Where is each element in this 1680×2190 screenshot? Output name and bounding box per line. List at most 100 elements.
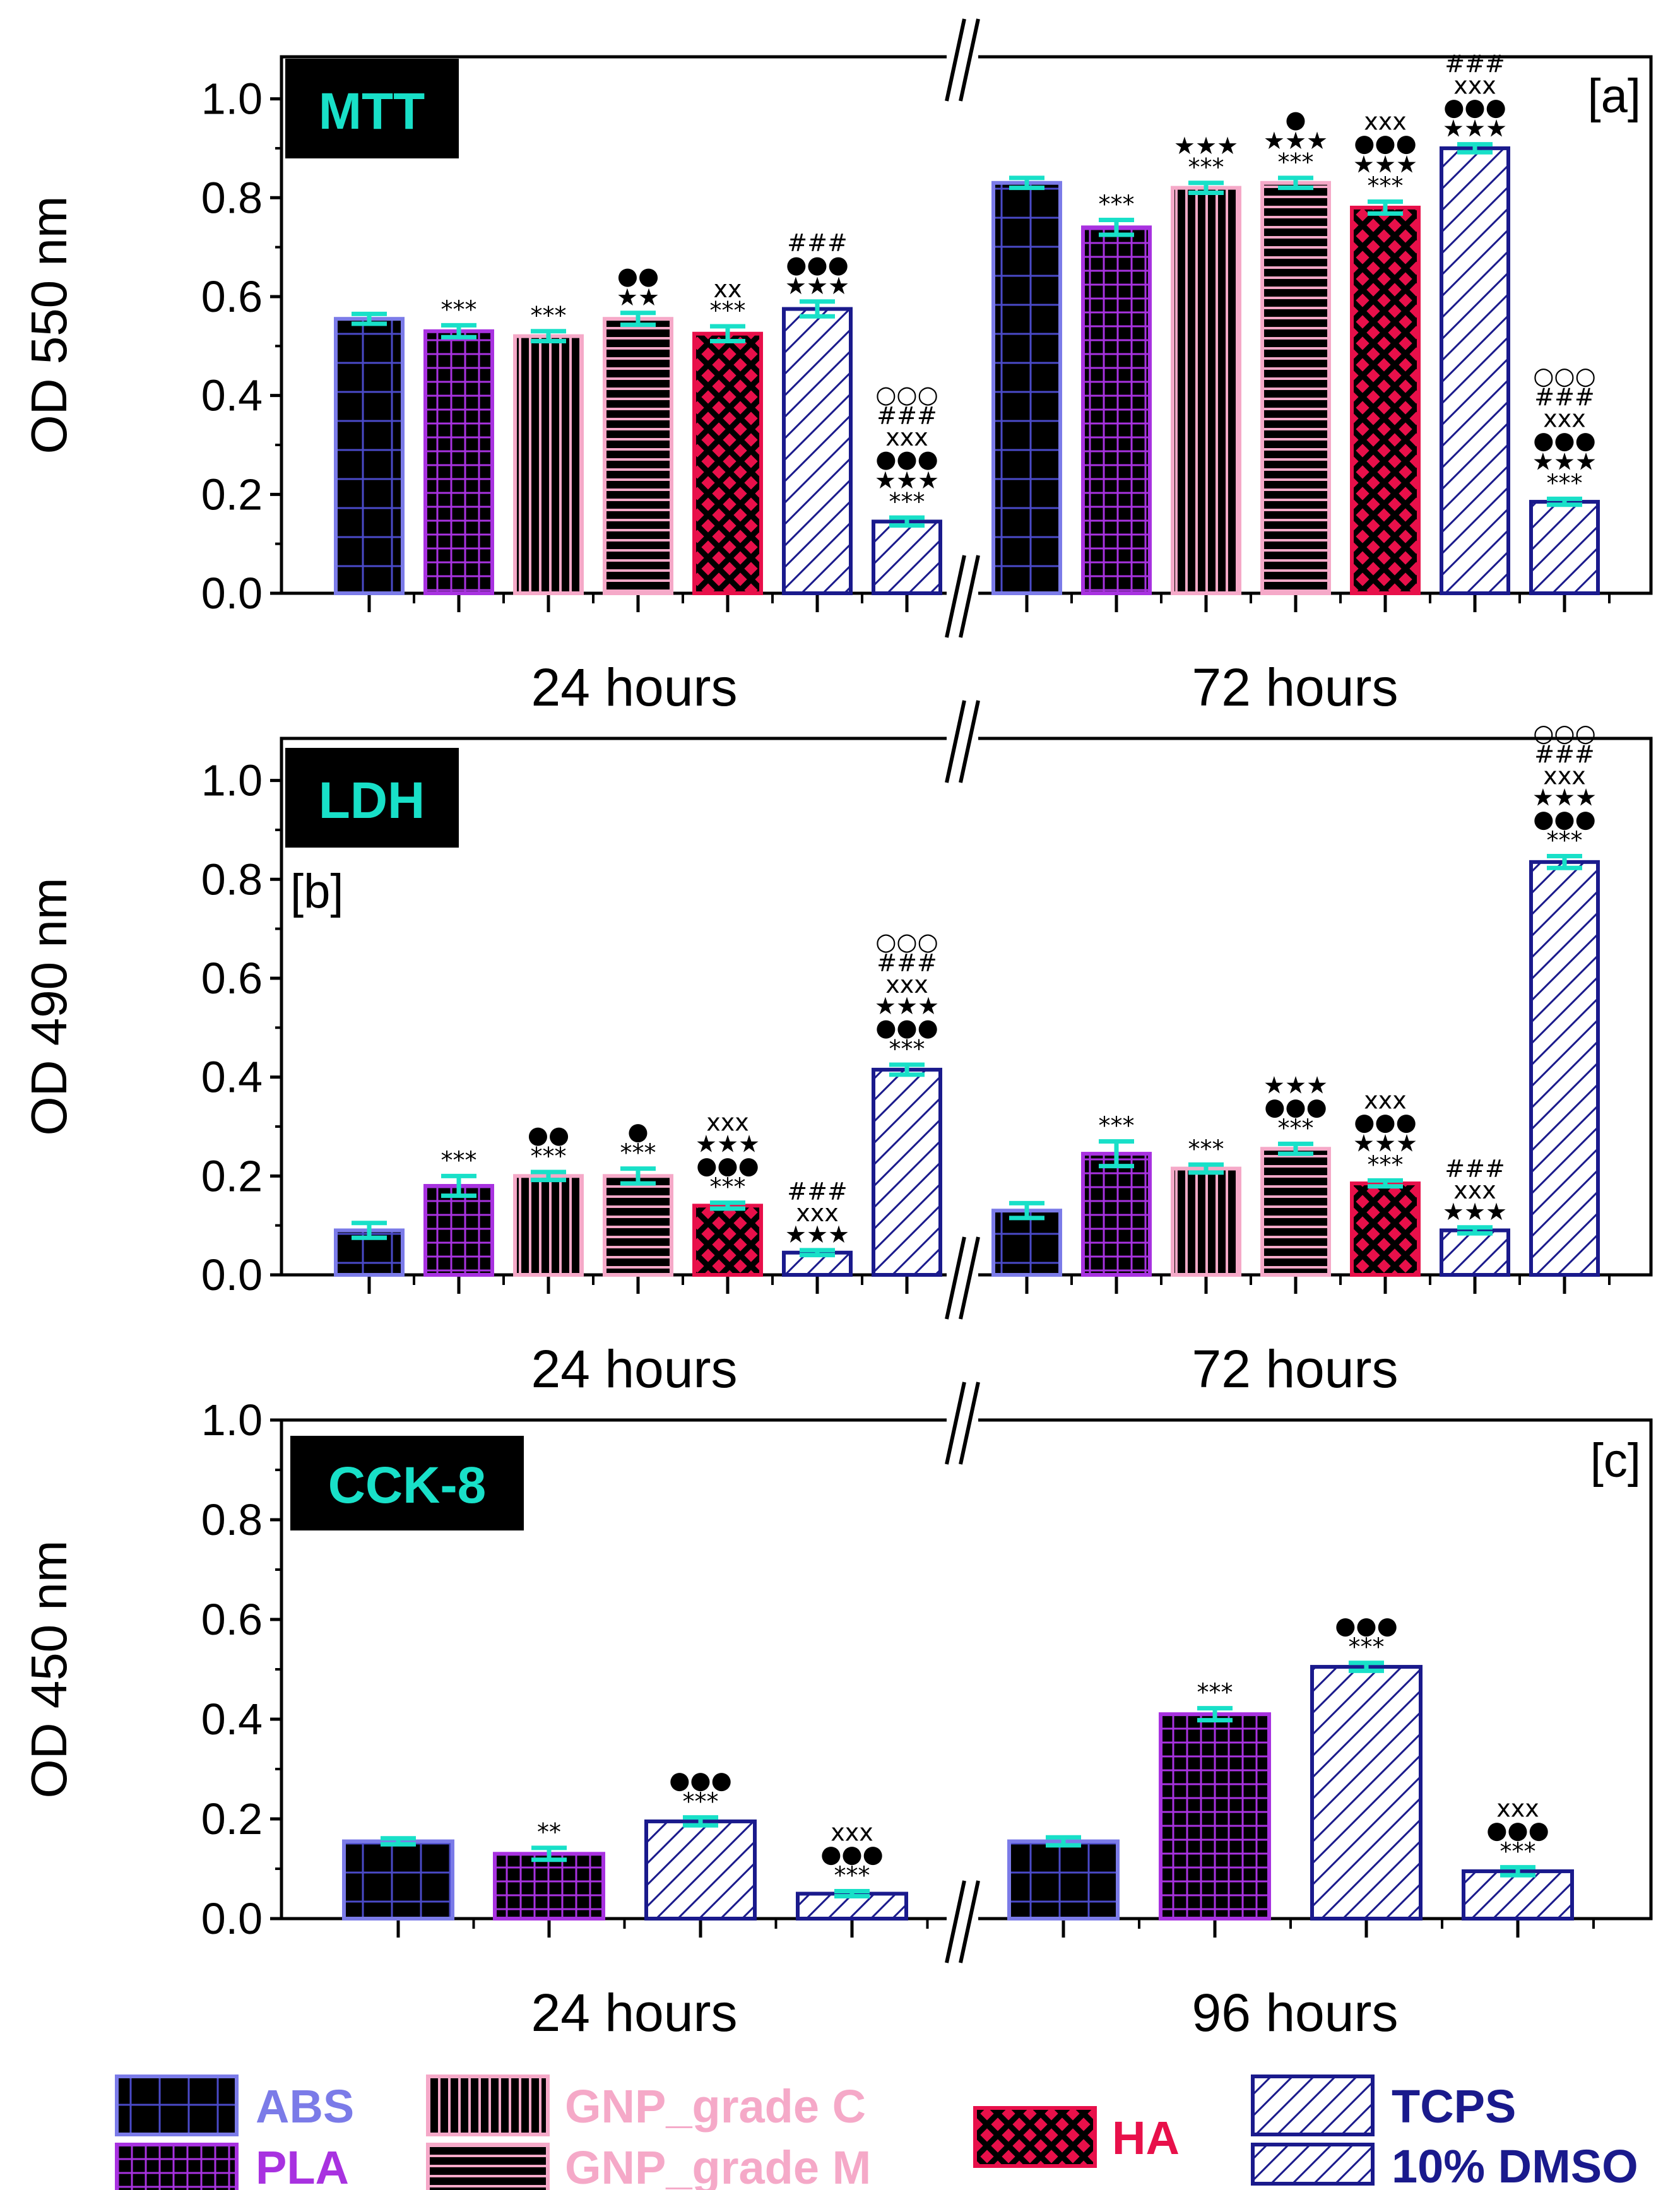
ldh-sig-0-tcps-2: ### [787,1178,848,1205]
ldh-bar-0-ha [692,1204,763,1277]
mtt-errorbar-0-tcps [800,299,835,319]
mtt-errorbar-1-pla [1099,218,1134,237]
mtt-sig-0-ha-1: xx [714,275,742,303]
cck8-bar-0-pla [493,1852,605,1921]
cck8-bar-0-tcps [644,1819,757,1921]
ldh-sig-0-dmso-1: ●●● [875,1014,938,1041]
mtt-sig-0-dmso-4: ### [877,402,937,430]
ldh-errorbar-1-gnp-grade-m [1278,1141,1313,1156]
legend-label-gnp-c: GNP_grade C [565,2080,866,2133]
ldh-sig-1-ha-3: xxx [1364,1086,1406,1114]
cck8-bar-0-abs [342,1839,454,1921]
panel-mtt-plot: 0.00.20.40.60.81.0*** ***★★●●***xx ★★★●●●#… [201,50,1611,618]
ldh-bar-1-ha [1350,1181,1421,1277]
cck8-ytick-label-2: 0.4 [201,1695,263,1744]
mtt-errorbar-0-gnp-grade-c [531,329,566,343]
panel-cck8-group-label-1: 24 hours [531,1983,738,2042]
mtt-sig-1-ha-2: ●●● [1354,129,1416,157]
mtt-errorbar-0-gnp-grade-m [620,311,656,328]
legend-label-pla: PLA [256,2141,349,2190]
ldh-errorbar-1-abs [1009,1200,1044,1221]
ldh-errorbar-0-abs [352,1221,387,1240]
mtt-sig-1-tcps-2: xxx [1453,72,1496,100]
panel-mtt-ylabel: OD 550 nm [21,196,77,454]
mtt-errorbar-1-gnp-grade-c [1188,181,1224,195]
mtt-bar-0-dmso [872,519,942,595]
mtt-sig-0-pla-0: *** [441,295,477,323]
cck8-ytick-label-3: 0.6 [201,1595,263,1644]
mtt-bar-1-pla [1081,225,1152,595]
ldh-sig-1-dmso-2: ★★★ [1532,783,1597,811]
cck8-sig-1-tcps-0: *** [1349,1633,1385,1661]
mtt-errorbar-1-gnp-grade-m [1278,175,1313,191]
mtt-ytick-label-2: 0.4 [201,371,263,420]
ldh-sig-0-ha-0: *** [710,1173,746,1201]
mtt-bar-0-ha [692,331,763,595]
ldh-sig-0-gnp-grade-m-0: *** [620,1139,656,1167]
mtt-errorbar-0-ha [710,324,745,343]
ldh-errorbar-1-dmso [1547,853,1582,870]
mtt-ytick-label-4: 0.8 [201,173,263,222]
legend-label-ha: HA [1112,2112,1180,2164]
cck8-errorbar-0-dmso [834,1889,870,1898]
cck8-errorbar-1-pla [1197,1706,1233,1723]
ldh-bar-0-gnp-grade-m [603,1174,673,1277]
cck8-errorbar-0-pla [531,1845,567,1862]
mtt-errorbar-1-ha [1368,199,1403,216]
legend-swatch-dmso [1251,2143,1375,2186]
mtt-bar-1-gnp-grade-m [1260,181,1331,595]
ldh-errorbar-1-gnp-grade-c [1188,1162,1224,1175]
cck8-sig-1-dmso-1: ●●● [1486,1816,1549,1844]
panel-mtt-assay-label: MTT [319,83,425,140]
mtt-sig-1-dmso-1: ★★★ [1532,447,1597,475]
ldh-bar-1-tcps [1440,1228,1510,1277]
cck8-bar-1-abs [1007,1839,1120,1921]
ldh-sig-0-dmso-0: *** [889,1035,925,1063]
panel-mtt: 0.00.20.40.60.81.0*** ***★★●●***xx ★★★●●●#… [21,18,1653,717]
ldh-sig-1-dmso-3: xxx [1543,762,1585,790]
mtt-ytick-label-1: 0.2 [201,470,263,519]
ldh-ytick-label-5: 1.0 [201,756,263,805]
cck8-errorbar-1-abs [1046,1835,1081,1848]
ldh-errorbar-0-ha [710,1200,745,1211]
mtt-sig-1-gnp-grade-m-1: ★★★ [1263,127,1328,155]
mtt-sig-0-dmso-0: *** [889,488,925,516]
ldh-sig-1-tcps-1: xxx [1453,1176,1496,1204]
mtt-errorbar-1-tcps [1457,142,1493,155]
panel-mtt-group-label-2: 72 hours [1192,658,1399,717]
cck8-ytick-label-1: 0.2 [201,1794,263,1844]
mtt-errorbar-0-abs [352,311,387,326]
mtt-sig-0-gnp-grade-c-0: *** [531,302,567,329]
cck8-ytick-label-0: 0.0 [201,1894,263,1943]
cck8-sig-1-dmso-2: xxx [1496,1795,1539,1823]
cck8-sig-1-dmso-0: *** [1500,1838,1536,1866]
cck8-ytick-label-5: 1.0 [201,1395,263,1445]
ldh-sig-0-ha-3: xxx [706,1109,748,1137]
panel-mtt-axis-break [945,18,980,638]
ldh-bar-0-pla [423,1183,494,1277]
mtt-errorbar-0-pla [441,323,476,340]
ldh-bar-1-abs [991,1209,1062,1277]
ldh-sig-0-dmso-4: ### [877,949,937,977]
panel-ldh-group-label-1: 24 hours [531,1339,738,1399]
mtt-sig-1-tcps-1: ●●● [1443,93,1506,121]
ldh-bar-0-dmso [872,1067,942,1277]
mtt-bar-0-gnp-grade-c [513,334,584,595]
mtt-bar-0-tcps [782,307,853,595]
legend-swatch-gnp-m [426,2143,550,2190]
legend-label-gnp-m: GNP_grade M [565,2141,871,2190]
mtt-errorbar-0-dmso [889,515,925,528]
mtt-sig-1-ha-3: xxx [1364,108,1406,136]
cck8-sig-0-dmso-0: *** [834,1862,870,1890]
ldh-sig-1-dmso-4: ### [1534,740,1595,768]
ldh-sig-1-gnp-grade-m-2: ★★★ [1263,1071,1328,1099]
ldh-sig-0-dmso-2: ★★★ [875,992,939,1020]
ldh-sig-1-gnp-grade-m-0: *** [1278,1114,1314,1142]
legend-swatch-pla [115,2143,239,2190]
mtt-bar-1-dmso [1529,500,1600,596]
mtt-sig-0-dmso-5: ○○○ [875,381,938,408]
panel-ldh-axis-break [945,700,980,1320]
ldh-sig-1-dmso-1: ●●● [1533,805,1595,832]
mtt-ytick-label-5: 1.0 [201,74,263,124]
